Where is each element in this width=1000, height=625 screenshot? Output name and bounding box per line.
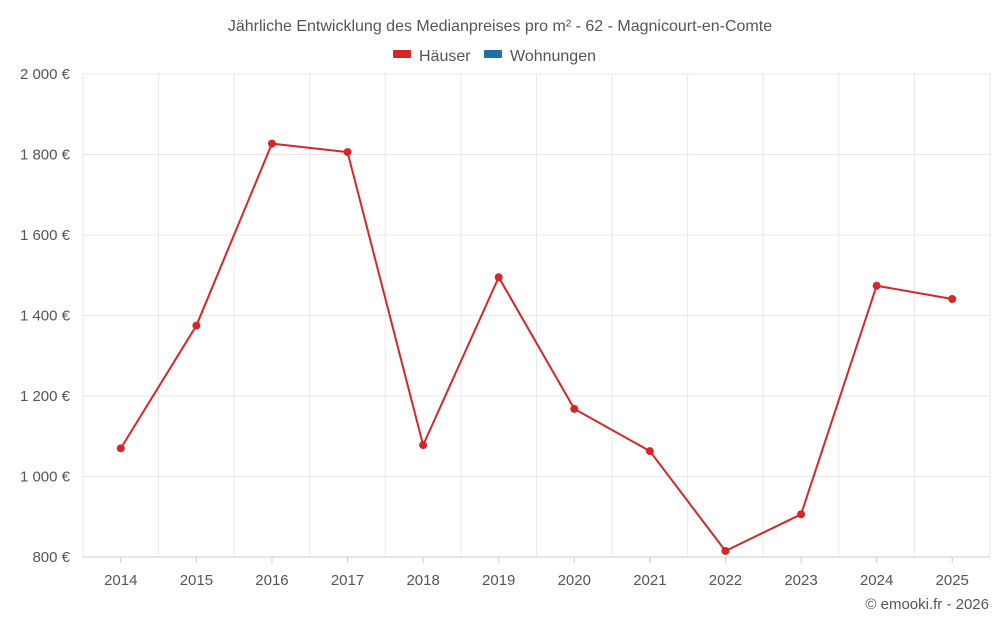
data-point[interactable] — [419, 441, 428, 450]
x-tick-label: 2019 — [482, 572, 515, 589]
y-axis: 800 € 1 000 € 1 200 € 1 400 € 1 600 € 1 800 €… — [20, 66, 71, 566]
data-point[interactable] — [797, 510, 806, 519]
legend-label-wohnungen[interactable]: Wohnungen — [510, 48, 596, 65]
x-tick-label: 2022 — [709, 572, 742, 589]
x-tick-label: 2017 — [331, 572, 364, 589]
x-tick-label: 2023 — [784, 572, 817, 589]
y-tick-label: 1 800 € — [20, 147, 71, 164]
grid — [82, 73, 991, 557]
x-tick-label: 2016 — [255, 572, 288, 589]
data-point[interactable] — [948, 294, 957, 303]
data-point[interactable] — [570, 404, 579, 413]
x-tick-label: 2014 — [104, 572, 137, 589]
credit-text: © emooki.fr - 2026 — [865, 596, 989, 613]
data-point[interactable] — [721, 546, 730, 555]
y-tick-label: 1 200 € — [20, 388, 71, 405]
x-tick-label: 2015 — [180, 572, 213, 589]
series-layer — [116, 139, 957, 555]
y-tick-label: 1 400 € — [20, 308, 71, 325]
legend-swatch-wohnungen — [484, 50, 502, 58]
y-tick-label: 800 € — [32, 549, 70, 566]
x-tick-label: 2020 — [558, 572, 591, 589]
x-tick-label: 2025 — [936, 572, 969, 589]
y-tick-label: 2 000 € — [20, 66, 71, 83]
legend: Häuser Wohnungen — [393, 48, 596, 65]
y-tick-label: 1 000 € — [20, 469, 71, 486]
x-tick-label: 2018 — [406, 572, 439, 589]
x-tick-label: 2021 — [633, 572, 666, 589]
x-tick-label: 2024 — [860, 572, 893, 589]
data-point[interactable] — [116, 444, 125, 453]
data-point[interactable] — [645, 447, 654, 456]
legend-swatch-haeuser — [393, 50, 411, 58]
data-point[interactable] — [343, 148, 352, 157]
x-axis: 2014 2015 2016 2017 2018 2019 2020 2021 2022 2023… — [83, 556, 990, 589]
series-line-haeuser — [119, 142, 953, 552]
legend-label-haeuser[interactable]: Häuser — [419, 48, 471, 65]
data-point[interactable] — [192, 321, 201, 330]
data-point[interactable] — [267, 139, 276, 148]
chart-title: Jährliche Entwicklung des Medianpreises … — [228, 18, 772, 35]
data-point[interactable] — [494, 273, 503, 282]
y-tick-label: 1 600 € — [20, 227, 71, 244]
data-point[interactable] — [872, 281, 881, 290]
